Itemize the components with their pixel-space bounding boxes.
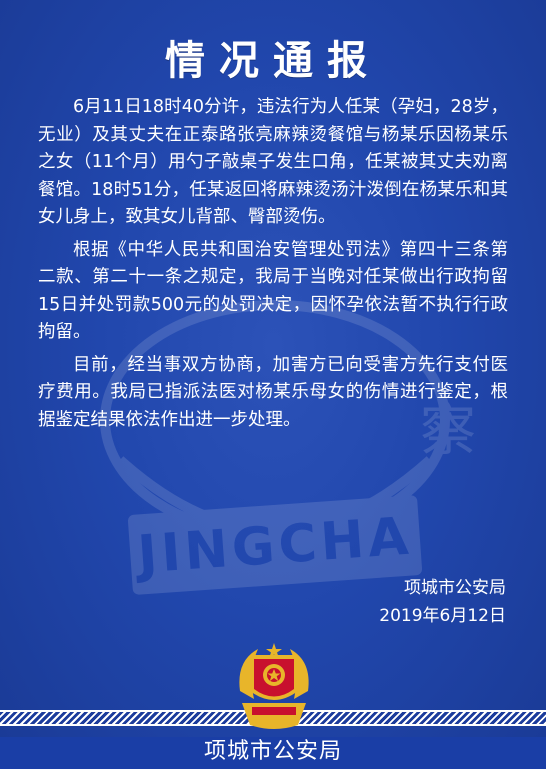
police-emblem-watermark: JINGCHA 察	[100, 300, 476, 595]
signature-block: 项城市公安局 2019年6月12日	[379, 574, 506, 630]
issuer-name: 项城市公安局	[404, 578, 506, 598]
paragraph-penalty: 根据《中华人民共和国治安管理处罚法》第四十三条第二款、第二十一条之规定，我局于当…	[38, 239, 508, 343]
watermark-side-char: 察	[420, 399, 476, 464]
notice-body: 6月11日18时40分许，违法行为人任某（孕妇，28岁，无业）及其丈夫在正泰路张…	[38, 94, 508, 439]
footer-issuer-label: 项城市公安局	[203, 739, 342, 764]
police-badge-icon	[239, 643, 309, 729]
paragraph-incident: 6月11日18时40分许，违法行为人任某（孕妇，28岁，无业）及其丈夫在正泰路张…	[38, 97, 508, 227]
paragraph-followup: 目前，经当事双方协商，加害方已向受害方先行支付医疗费用。我局已指派法医对杨某乐母…	[38, 354, 508, 430]
footer-bar	[0, 737, 546, 769]
page-title: 情况通报	[165, 37, 381, 84]
issue-date: 2019年6月12日	[379, 606, 506, 626]
